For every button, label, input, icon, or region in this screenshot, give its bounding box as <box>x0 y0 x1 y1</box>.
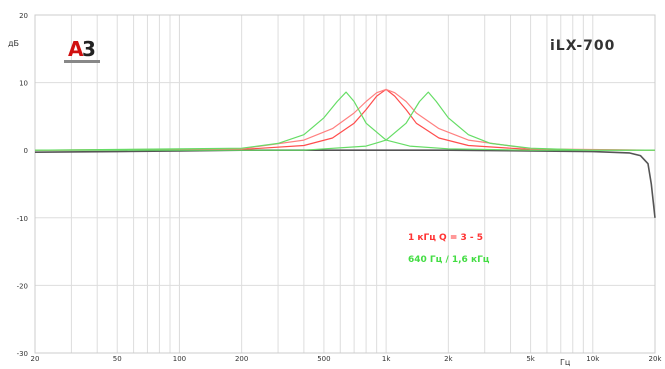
svg-text:3: 3 <box>82 37 96 61</box>
a3-logo: A 3 <box>64 37 100 63</box>
plot-frame <box>34 14 656 354</box>
y-tick-label: 10 <box>19 80 28 88</box>
y-tick-label: -30 <box>17 350 28 358</box>
series-line-3 <box>34 91 655 151</box>
series-line-2 <box>34 88 656 151</box>
chart-title: iLX-700 <box>550 38 615 54</box>
x-tick-label: 200 <box>235 355 248 363</box>
plot-background <box>35 15 655 353</box>
x-tick-label: 50 <box>113 355 122 363</box>
series-line-4 <box>35 91 655 151</box>
svg-text:A: A <box>68 37 84 61</box>
x-tick-label: 2k <box>444 355 453 363</box>
y-tick-labels: 20 10 0 -10 -20 -30 <box>17 12 28 358</box>
y-tick-label: -10 <box>17 215 28 223</box>
x-tick-labels: 20 50 100 200 500 1k 2k 5k 10k 20k <box>31 355 663 363</box>
x-axis-label: Гц <box>560 358 571 367</box>
x-tick-label: 500 <box>317 355 330 363</box>
y-axis-label: дБ <box>8 39 19 48</box>
annotation-green: 640 Гц / 1,6 кГц <box>408 255 490 265</box>
x-tick-label: 1k <box>382 355 391 363</box>
x-tick-label: 5k <box>526 355 535 363</box>
y-tick-label: 20 <box>19 12 28 20</box>
y-tick-label: 0 <box>24 147 28 155</box>
series-group <box>34 88 656 218</box>
x-tick-label: 10k <box>586 355 600 363</box>
x-tick-label: 20k <box>649 355 663 363</box>
annotation-red: 1 кГц Q = 3 - 5 <box>408 233 483 243</box>
x-tick-label: 100 <box>173 355 186 363</box>
x-tick-label: 20 <box>31 355 40 363</box>
grid <box>34 14 656 354</box>
y-tick-label: -20 <box>17 282 28 290</box>
